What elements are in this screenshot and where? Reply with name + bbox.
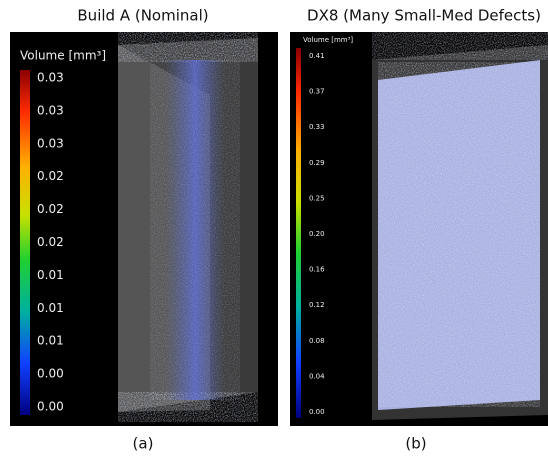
- colorbar-tick-label: 0.33: [309, 123, 325, 131]
- noise-a: [150, 60, 240, 400]
- colorbar-a: [20, 70, 30, 415]
- colorbar-tick-label: 0.00: [37, 367, 64, 381]
- colorbar-tick-label: 0.02: [37, 202, 64, 216]
- specimen-b-top: [372, 32, 548, 60]
- panel-title: Build A (Nominal): [77, 7, 208, 25]
- colorbar-tick-label: 0.00: [309, 408, 325, 416]
- colorbar-b: [296, 48, 301, 418]
- colorbar-tick-label: 0.29: [309, 159, 325, 167]
- colorbar-tick-label: 0.04: [309, 372, 325, 380]
- colorbar-tick-label: 0.41: [309, 52, 325, 60]
- colorbar-tick-label: 0.12: [309, 301, 325, 309]
- colorbar-tick-label: 0.02: [37, 169, 64, 183]
- colorbar-tick-label: 0.37: [309, 88, 325, 96]
- panel-caption: (b): [405, 435, 426, 453]
- panel-caption: (a): [133, 435, 154, 453]
- colorbar-label: Volume [mm³]: [20, 49, 106, 63]
- colorbar-label: Volume [mm³]: [303, 36, 353, 44]
- noise-b: [378, 62, 540, 407]
- colorbar-tick-label: 0.00: [37, 400, 64, 414]
- panel-title: DX8 (Many Small-Med Defects): [307, 7, 541, 25]
- colorbar-tick-label: 0.03: [37, 103, 64, 117]
- colorbar-tick-label: 0.08: [309, 337, 325, 345]
- colorbar-tick-label: 0.16: [309, 266, 325, 274]
- colorbar-tick-label: 0.01: [37, 268, 64, 282]
- colorbar-tick-label: 0.03: [37, 71, 64, 85]
- colorbar-tick-label: 0.02: [37, 235, 64, 249]
- colorbar-tick-label: 0.01: [37, 334, 64, 348]
- colorbar-tick-label: 0.03: [37, 136, 64, 150]
- colorbar-tick-label: 0.25: [309, 194, 325, 202]
- specimen-a-top: [118, 32, 258, 62]
- colorbar-tick-label: 0.20: [309, 230, 325, 238]
- colorbar-tick-label: 0.01: [37, 301, 64, 315]
